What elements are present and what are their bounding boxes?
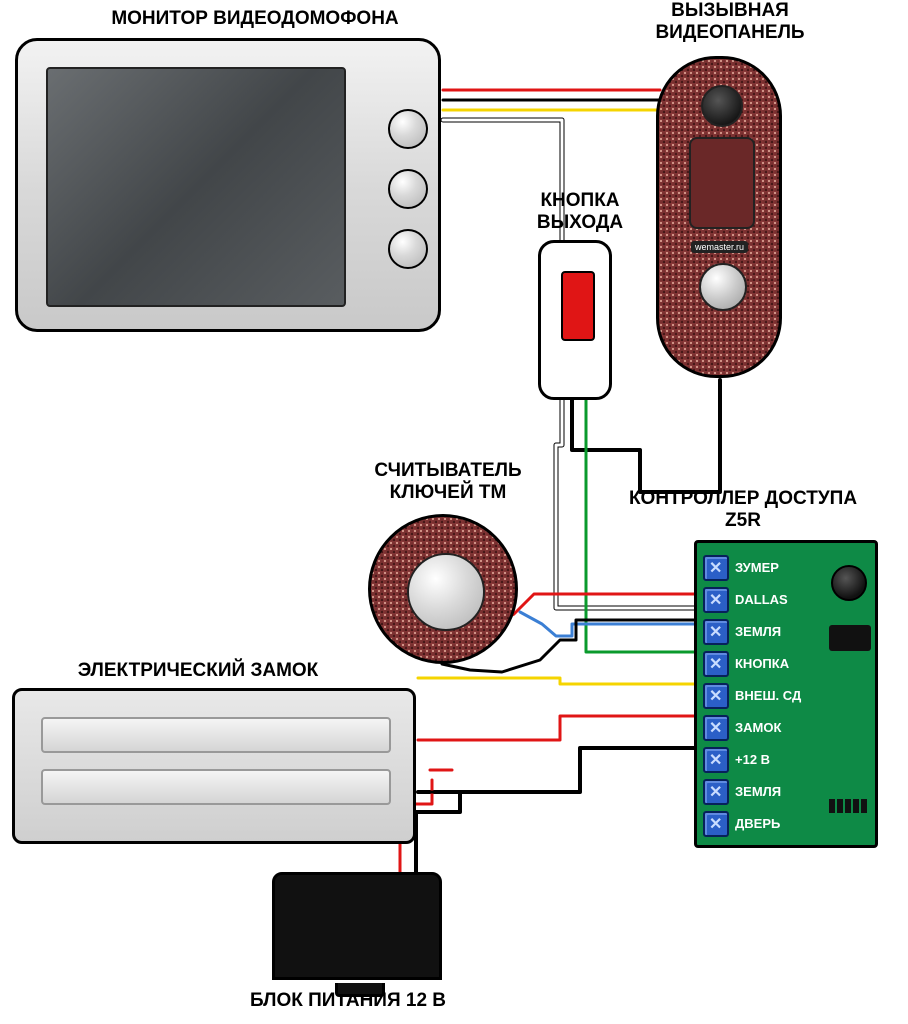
- monitor: [15, 38, 441, 332]
- terminal-7: [703, 779, 729, 805]
- label-monitor: МОНИТОР ВИДЕОДОМОФОНА: [95, 8, 415, 30]
- label-exit: КНОПКАВЫХОДА: [500, 190, 660, 234]
- terminal-2: [703, 619, 729, 645]
- speaker-grille: [689, 137, 755, 229]
- terminal-label-7: ЗЕМЛЯ: [735, 784, 781, 799]
- monitor-button-1: [388, 169, 428, 209]
- label-lock: ЭЛЕКТРИЧЕСКИЙ ЗАМОК: [48, 660, 348, 682]
- power-supply: [272, 872, 442, 980]
- wire-8: [520, 612, 697, 636]
- exit-button: [538, 240, 612, 400]
- terminal-label-2: ЗЕМЛЯ: [735, 624, 781, 639]
- label-reader: СЧИТЫВАТЕЛЬКЛЮЧЕЙ ТМ: [348, 460, 548, 504]
- monitor-button-0: [388, 109, 428, 149]
- terminal-label-6: +12 В: [735, 752, 770, 767]
- label-panel: ВЫЗЫВНАЯВИДЕОПАНЕЛЬ: [600, 0, 860, 44]
- terminal-3: [703, 651, 729, 677]
- lock-strip-0: [41, 717, 391, 753]
- tm-reader: [368, 514, 518, 664]
- terminal-label-5: ЗАМОК: [735, 720, 781, 735]
- wire-12: [418, 748, 697, 792]
- monitor-screen: [46, 67, 346, 307]
- terminal-label-8: ДВЕРЬ: [735, 816, 780, 831]
- diagram-canvas: МОНИТОР ВИДЕОДОМОФОНА ВЫЗЫВНАЯВИДЕОПАНЕЛЬ…: [0, 0, 908, 1024]
- call-panel: wemaster.ru: [656, 56, 782, 378]
- wire-10: [418, 678, 697, 684]
- terminal-label-4: ВНЕШ. СД: [735, 688, 801, 703]
- monitor-button-2: [388, 229, 428, 269]
- label-controller: КОНТРОЛЛЕР ДОСТУПАZ5R: [608, 488, 878, 532]
- access-controller: ЗУМЕР DALLAS ЗЕМЛЯ КНОПКА ВНЕШ. СД ЗАМОК +12 В…: [694, 540, 878, 848]
- terminal-0: [703, 555, 729, 581]
- tm-reader-contact: [407, 553, 485, 631]
- terminal-4: [703, 683, 729, 709]
- psu-plug: [335, 983, 385, 997]
- terminal-label-0: ЗУМЕР: [735, 560, 779, 575]
- brand-badge: wemaster.ru: [691, 241, 748, 253]
- call-button: [699, 263, 747, 311]
- pin-header: [829, 799, 867, 813]
- electric-lock: [12, 688, 416, 844]
- lock-strip-1: [41, 769, 391, 805]
- terminal-1: [703, 587, 729, 613]
- terminal-6: [703, 747, 729, 773]
- terminal-label-3: КНОПКА: [735, 656, 789, 671]
- camera-icon: [701, 85, 743, 127]
- exit-button-inner: [561, 271, 595, 341]
- terminal-8: [703, 811, 729, 837]
- terminal-label-1: DALLAS: [735, 592, 788, 607]
- ic-chip: [829, 625, 871, 651]
- wire-11: [418, 716, 697, 740]
- buzzer-icon: [831, 565, 867, 601]
- terminal-5: [703, 715, 729, 741]
